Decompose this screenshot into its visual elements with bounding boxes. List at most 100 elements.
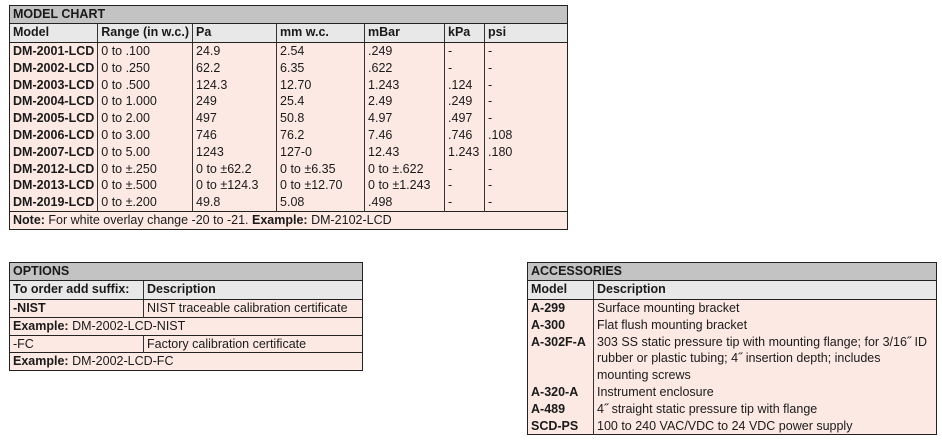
option-description: Factory calibration certificate xyxy=(143,334,363,353)
table-cell: 0 to ±6.35 xyxy=(276,160,365,178)
table-cell: 6.35 xyxy=(276,59,365,77)
option-row: -FC Factory calibration certificate xyxy=(9,334,363,353)
model-name: DM-2013-LCD xyxy=(9,177,98,195)
table-row: SCD-PS 100 to 240 VAC/VDC to 24 VDC power… xyxy=(527,417,937,435)
table-cell: - xyxy=(444,177,485,195)
option-suffix: -FC xyxy=(9,334,144,353)
table-cell: 124.3 xyxy=(192,76,277,94)
model-chart-title: MODEL CHART xyxy=(9,5,568,24)
table-row: DM-2003-LCD 0 to .500 124.3 12.70 1.243.124- xyxy=(9,76,568,94)
table-cell: 12.43 xyxy=(364,143,445,161)
model-name: DM-2019-LCD xyxy=(9,194,98,212)
table-cell: 0 to .250 xyxy=(97,59,193,77)
table-cell: 0 to .500 xyxy=(97,76,193,94)
table-row: A-320-A Instrument enclosure xyxy=(527,383,937,401)
accessory-description: Flat flush mounting bracket xyxy=(593,316,937,334)
model-chart-column-header: Pa xyxy=(192,23,277,43)
table-cell: 5.08 xyxy=(276,194,365,212)
table-cell: - xyxy=(484,59,568,77)
example-text: DM-2002-LCD-NIST xyxy=(68,318,186,333)
table-cell: .124 xyxy=(444,76,485,94)
table-row: DM-2013-LCD 0 to ±.500 0 to ±124.3 0 to ±12… xyxy=(9,177,568,195)
model-chart-column-header: kPa xyxy=(444,23,485,43)
table-cell: 0 to 5.00 xyxy=(97,143,193,161)
table-cell: 746 xyxy=(192,126,277,144)
table-cell: .249 xyxy=(364,42,445,60)
model-name: DM-2005-LCD xyxy=(9,110,98,127)
table-cell: 0 to ±124.3 xyxy=(192,177,277,195)
table-row: A-302F-A 303 SS static pressure tip with … xyxy=(527,333,937,384)
model-name: DM-2012-LCD xyxy=(9,160,98,178)
model-name: DM-2004-LCD xyxy=(9,93,98,111)
option-example-row: Example: DM-2002-LCD-NIST xyxy=(9,316,363,336)
accessories-col-model: Model xyxy=(527,280,594,300)
table-cell: .180 xyxy=(484,143,568,161)
table-cell: 12.70 xyxy=(276,76,365,94)
table-cell: 4.97 xyxy=(364,110,445,127)
table-cell: .249 xyxy=(444,93,485,111)
table-cell: 1.243 xyxy=(444,143,485,161)
option-suffix: -NIST xyxy=(9,299,144,318)
table-cell: .108 xyxy=(484,126,568,144)
option-description: NIST traceable calibration certificate xyxy=(143,299,363,318)
option-row: -NIST NIST traceable calibration certific… xyxy=(9,299,363,318)
model-chart-column-header: Model xyxy=(9,23,98,43)
accessory-description: Surface mounting bracket xyxy=(593,299,937,317)
example-label: Example: xyxy=(252,212,308,227)
table-row: DM-2004-LCD 0 to 1.000 249 25.4 2.49.249- xyxy=(9,93,568,111)
table-cell: 0 to ±.500 xyxy=(97,177,193,195)
option-example: Example: DM-2002-LCD-FC xyxy=(9,352,363,371)
model-chart-note: Note: For white overlay change -20 to -2… xyxy=(9,210,568,230)
accessories-col-description: Description xyxy=(593,280,937,300)
table-cell: 0 to ±1.243 xyxy=(364,177,445,195)
table-cell: - xyxy=(484,177,568,195)
model-name: DM-2006-LCD xyxy=(9,126,98,144)
accessory-model: A-299 xyxy=(527,299,594,317)
model-name: DM-2001-LCD xyxy=(9,42,98,60)
table-cell: - xyxy=(484,194,568,212)
options-col-description: Description xyxy=(143,280,363,300)
example-label: Example: xyxy=(13,354,69,369)
table-row: A-489 4˝ straight static pressure tip wit… xyxy=(527,400,937,418)
table-cell: - xyxy=(484,160,568,178)
model-chart-column-header: mm w.c. xyxy=(276,23,365,43)
accessory-description: Instrument enclosure xyxy=(593,383,937,401)
model-name: DM-2007-LCD xyxy=(9,143,98,161)
accessories-title: ACCESSORIES xyxy=(527,262,937,281)
option-example-row: Example: DM-2002-LCD-FC xyxy=(9,352,363,371)
table-row: DM-2019-LCD 0 to ±.200 49.8 5.08.498- - xyxy=(9,194,568,212)
accessory-model: A-320-A xyxy=(527,383,594,401)
note-text: For white overlay change -20 to -21. xyxy=(44,212,253,227)
model-name: DM-2003-LCD xyxy=(9,76,98,94)
table-cell: 25.4 xyxy=(276,93,365,111)
table-row: DM-2005-LCD 0 to 2.00 497 50.8 4.97.497- xyxy=(9,110,568,127)
table-cell: 1.243 xyxy=(364,76,445,94)
model-chart-column-header: mBar xyxy=(364,23,445,43)
accessories-table: ACCESSORIES Model Description A-299 Surfac… xyxy=(527,262,937,436)
accessory-model: A-489 xyxy=(527,400,594,418)
table-cell: 62.2 xyxy=(192,59,277,77)
table-cell: 49.8 xyxy=(192,194,277,212)
table-cell: 24.9 xyxy=(192,42,277,60)
table-cell: - xyxy=(444,160,485,178)
model-chart-column-header: psi xyxy=(484,23,568,43)
table-row: DM-2012-LCD 0 to ±.250 0 to ±62.2 0 to ±6.3… xyxy=(9,160,568,178)
table-cell: 7.46 xyxy=(364,126,445,144)
table-cell: 76.2 xyxy=(276,126,365,144)
table-cell: 50.8 xyxy=(276,110,365,127)
table-row: DM-2007-LCD 0 to 5.00 1243 127-0 12.43 1.243.… xyxy=(9,143,568,161)
table-row: A-300 Flat flush mounting bracket xyxy=(527,316,937,334)
accessory-description: 4˝ straight static pressure tip with fla… xyxy=(593,400,937,418)
options-table: OPTIONS To order add suffix: Description … xyxy=(9,262,363,372)
example-text: DM-2102-LCD xyxy=(307,212,392,227)
table-cell: 127-0 xyxy=(276,143,365,161)
table-cell: 0 to ±12.70 xyxy=(276,177,365,195)
accessory-model: SCD-PS xyxy=(527,417,594,435)
table-row: DM-2002-LCD 0 to .250 62.2 6.35.622- - xyxy=(9,59,568,77)
table-row: A-299 Surface mounting bracket xyxy=(527,299,937,317)
options-title: OPTIONS xyxy=(9,262,363,281)
model-name: DM-2002-LCD xyxy=(9,59,98,77)
note-label: Note: xyxy=(13,212,45,227)
table-cell: 0 to ±62.2 xyxy=(192,160,277,178)
options-col-suffix: To order add suffix: xyxy=(9,280,144,300)
